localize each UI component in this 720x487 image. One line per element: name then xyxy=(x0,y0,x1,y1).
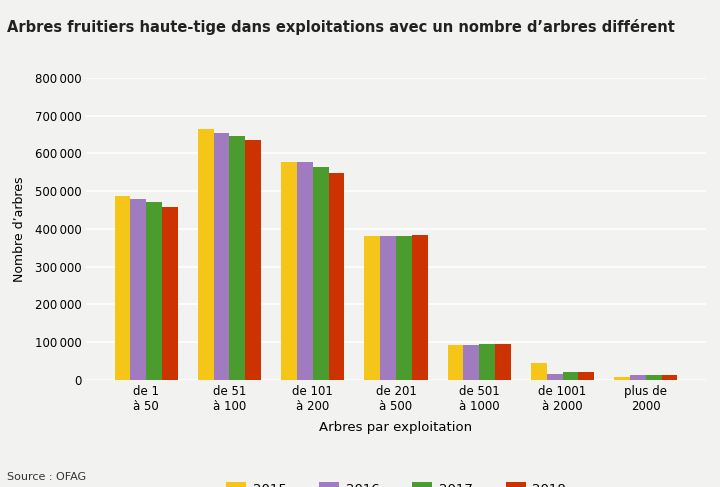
Text: Source : OFAG: Source : OFAG xyxy=(7,472,86,482)
Bar xyxy=(531,363,546,380)
Bar xyxy=(162,207,178,380)
Bar xyxy=(646,375,662,380)
X-axis label: Arbres par exploitation: Arbres par exploitation xyxy=(320,421,472,434)
Bar xyxy=(146,203,162,380)
Bar xyxy=(412,235,428,380)
Bar xyxy=(130,200,146,380)
Bar xyxy=(578,372,594,380)
Bar xyxy=(562,372,578,380)
Y-axis label: Nombre d’arbres: Nombre d’arbres xyxy=(14,176,27,281)
Bar xyxy=(246,140,261,380)
Bar xyxy=(464,345,480,380)
Bar xyxy=(546,374,562,380)
Bar xyxy=(230,136,246,380)
Bar xyxy=(614,377,630,380)
Bar xyxy=(198,129,214,380)
Bar xyxy=(281,162,297,380)
Text: Arbres fruitiers haute-tige dans exploitations avec un nombre d’arbres différent: Arbres fruitiers haute-tige dans exploit… xyxy=(7,19,675,36)
Bar xyxy=(114,196,130,380)
Bar xyxy=(630,375,646,380)
Bar xyxy=(396,236,412,380)
Bar xyxy=(312,168,328,380)
Bar xyxy=(380,236,396,380)
Bar xyxy=(480,344,495,380)
Legend: 2015, 2016, 2017, 2018: 2015, 2016, 2017, 2018 xyxy=(221,477,571,487)
Bar xyxy=(364,236,380,380)
Bar xyxy=(297,162,312,380)
Bar xyxy=(662,375,678,380)
Bar xyxy=(214,132,230,380)
Bar xyxy=(448,345,464,380)
Bar xyxy=(495,344,511,380)
Bar xyxy=(328,173,344,380)
